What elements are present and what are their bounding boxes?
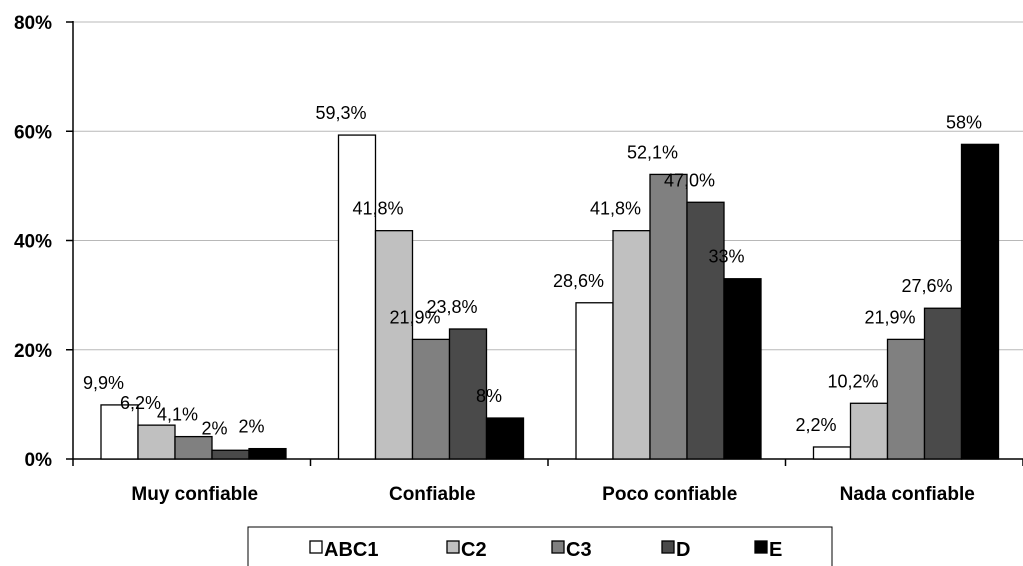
bar [812,446,852,460]
bar [174,435,213,460]
bar [723,278,762,460]
bar [849,402,889,460]
data-label: 2% [201,418,227,438]
bar [448,328,488,460]
data-label: 10,2% [827,371,878,391]
legend-swatch [551,540,565,554]
y-tick-label: 0% [25,450,53,471]
data-label: 9,9% [83,373,124,393]
bar [923,307,963,460]
y-tick-label: 20% [14,341,52,362]
legend-label: C2 [461,539,487,561]
category-label: Confiable [389,484,476,505]
bar [649,173,688,460]
data-label: 6,2% [120,393,161,413]
data-label: 41,8% [352,199,403,219]
bar [485,417,525,460]
bar [686,201,725,460]
legend-swatch [309,540,323,554]
legend-swatch [754,540,768,554]
data-label: 47,0% [664,170,715,190]
bar [137,424,176,460]
bar [575,302,614,460]
legend-label: E [769,539,782,561]
legend-label: D [676,539,690,561]
data-label: 58% [946,112,982,132]
data-label: 21,9% [864,307,915,327]
legend-label: C3 [566,539,592,561]
legend-box [247,526,833,566]
bar [374,230,414,460]
data-label: 27,6% [901,276,952,296]
legend-swatch [661,540,675,554]
legend-swatch [446,540,460,554]
data-label: 8% [476,386,502,406]
bar [337,134,377,460]
data-label: 33% [708,247,744,267]
category-label: Muy confiable [131,484,258,505]
category-label: Poco confiable [602,484,737,505]
bar [100,404,139,460]
y-tick-label: 40% [14,232,52,253]
category-label: Nada confiable [840,484,975,505]
bar [612,230,651,460]
data-label: 23,8% [426,297,477,317]
bar [248,447,287,460]
data-label: 41,8% [590,199,641,219]
bar [411,338,451,460]
y-tick-label: 60% [14,122,52,143]
data-label: 4,1% [157,405,198,425]
data-label: 52,1% [627,142,678,162]
data-label: 21,9% [389,307,440,327]
data-label: 59,3% [315,103,366,123]
data-label: 28,6% [553,271,604,291]
legend-label: ABC1 [324,539,378,561]
y-tick-label: 80% [14,13,52,34]
data-label: 2% [238,417,264,437]
bar [886,338,926,460]
data-label: 2,2% [795,415,836,435]
bar [211,449,250,460]
bar [960,143,1000,460]
